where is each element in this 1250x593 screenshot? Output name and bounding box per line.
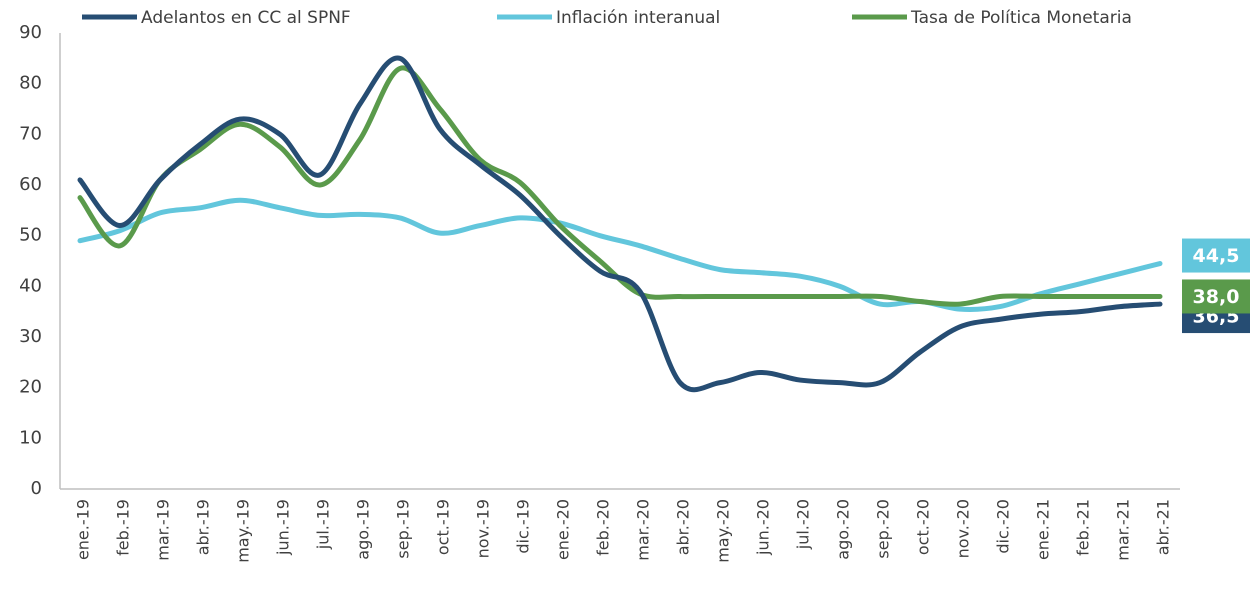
x-tick-label: feb.-20 <box>594 499 613 556</box>
y-tick-label: 30 <box>19 326 42 347</box>
end-label-box <box>1182 279 1250 314</box>
x-tick-label: mar.-20 <box>634 499 653 561</box>
y-tick-label: 70 <box>19 123 42 144</box>
x-tick-label: jul.-19 <box>314 499 333 550</box>
x-tick-label: dic.-19 <box>514 499 533 554</box>
y-tick-label: 0 <box>31 478 42 499</box>
series-line <box>77 65 1163 307</box>
y-tick-label: 40 <box>19 275 42 296</box>
end-label: 44,5 <box>1193 245 1240 267</box>
x-tick-label: oct.-19 <box>434 499 453 555</box>
end-label: 38,0 <box>1193 286 1240 308</box>
x-tick-label: ene.-21 <box>1034 499 1053 560</box>
x-tick-label: dic.-20 <box>994 499 1013 554</box>
x-tick-label: sep.-19 <box>394 499 413 559</box>
y-tick-label: 10 <box>19 427 42 448</box>
x-tick-label: nov.-19 <box>474 499 493 558</box>
x-tick-label: may.-19 <box>234 499 253 563</box>
y-tick-label: 20 <box>19 377 42 398</box>
legend-label: Inflación interanual <box>556 8 720 28</box>
x-tick-label: mar.-21 <box>1114 499 1133 561</box>
y-tick-label: 50 <box>19 225 42 246</box>
x-tick-label: mar.-19 <box>154 499 173 561</box>
x-tick-label: abr.-19 <box>194 499 213 555</box>
x-tick-label: ene.-20 <box>554 499 573 560</box>
end-label-box <box>1182 238 1250 273</box>
y-tick-label: 90 <box>19 22 42 43</box>
x-tick-label: nov.-20 <box>954 499 973 558</box>
x-tick-label: may.-20 <box>714 499 733 563</box>
x-tick-label: sep.-20 <box>874 499 893 559</box>
x-tick-label: abr.-21 <box>1154 499 1173 555</box>
legend-label: Adelantos en CC al SPNF <box>141 8 351 28</box>
x-tick-label: ago.-20 <box>834 499 853 560</box>
x-tick-label: jun.-19 <box>274 499 293 556</box>
x-tick-label: ene.-19 <box>74 499 93 560</box>
y-tick-label: 80 <box>19 73 42 94</box>
legend-label: Tasa de Política Monetaria <box>910 8 1132 28</box>
y-tick-label: 60 <box>19 174 42 195</box>
series-line <box>77 55 1163 393</box>
x-tick-label: jul.-20 <box>794 499 813 550</box>
x-tick-label: abr.-20 <box>674 499 693 555</box>
x-tick-label: feb.-21 <box>1074 499 1093 556</box>
x-tick-label: ago.-19 <box>354 499 373 560</box>
x-tick-label: jun.-20 <box>754 499 773 556</box>
series-line <box>77 197 1163 312</box>
x-tick-label: oct.-20 <box>914 499 933 555</box>
x-tick-label: feb.-19 <box>114 499 133 556</box>
